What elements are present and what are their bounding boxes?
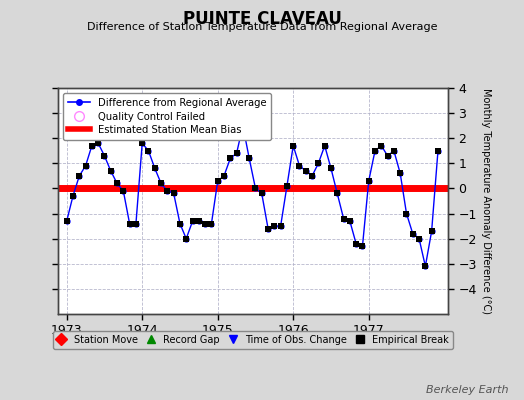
Point xyxy=(346,218,354,224)
Point xyxy=(189,218,197,224)
Point xyxy=(327,165,335,172)
Point xyxy=(321,142,329,149)
Point xyxy=(264,226,272,232)
Point xyxy=(194,218,203,224)
Point xyxy=(296,163,304,169)
Point xyxy=(88,142,96,149)
Point xyxy=(113,180,121,187)
Point xyxy=(365,178,373,184)
Point xyxy=(245,155,254,162)
Point xyxy=(213,178,222,184)
Point xyxy=(157,180,165,187)
Point xyxy=(333,190,342,197)
Point xyxy=(182,236,190,242)
Point xyxy=(314,160,323,166)
Point xyxy=(81,163,90,169)
Point xyxy=(289,142,298,149)
Point xyxy=(100,153,108,159)
Point xyxy=(138,140,146,146)
Point xyxy=(132,220,140,227)
Point xyxy=(302,168,310,174)
Point xyxy=(238,122,247,129)
Point xyxy=(371,148,379,154)
Point xyxy=(94,140,102,146)
Text: PUINTE CLAVEAU: PUINTE CLAVEAU xyxy=(182,10,342,28)
Point xyxy=(409,230,417,237)
Point xyxy=(233,150,241,156)
Point xyxy=(358,243,367,250)
Point xyxy=(283,183,291,189)
Point xyxy=(352,240,361,247)
Point xyxy=(396,170,405,176)
Point xyxy=(238,122,247,129)
Point xyxy=(69,193,77,199)
Point xyxy=(144,148,152,154)
Point xyxy=(163,188,171,194)
Point xyxy=(169,190,178,197)
Point xyxy=(415,236,423,242)
Point xyxy=(402,210,411,217)
Y-axis label: Monthly Temperature Anomaly Difference (°C): Monthly Temperature Anomaly Difference (… xyxy=(481,88,490,314)
Point xyxy=(226,155,235,162)
Point xyxy=(208,220,216,227)
Point xyxy=(220,173,228,179)
Point xyxy=(252,185,260,192)
Point xyxy=(176,220,184,227)
Point xyxy=(277,223,285,229)
Point xyxy=(434,148,442,154)
Point xyxy=(421,263,430,270)
Point xyxy=(390,148,398,154)
Text: Berkeley Earth: Berkeley Earth xyxy=(426,385,508,395)
Point xyxy=(150,165,159,172)
Point xyxy=(106,168,115,174)
Point xyxy=(308,173,316,179)
Point xyxy=(125,220,134,227)
Point xyxy=(258,190,266,197)
Point xyxy=(75,173,83,179)
Legend: Station Move, Record Gap, Time of Obs. Change, Empirical Break: Station Move, Record Gap, Time of Obs. C… xyxy=(52,331,453,349)
Point xyxy=(428,228,436,234)
Text: Difference of Station Temperature Data from Regional Average: Difference of Station Temperature Data f… xyxy=(87,22,437,32)
Point xyxy=(62,218,71,224)
Point xyxy=(201,220,209,227)
Point xyxy=(119,188,127,194)
Point xyxy=(384,153,392,159)
Point xyxy=(377,142,386,149)
Point xyxy=(340,215,348,222)
Point xyxy=(270,223,279,229)
